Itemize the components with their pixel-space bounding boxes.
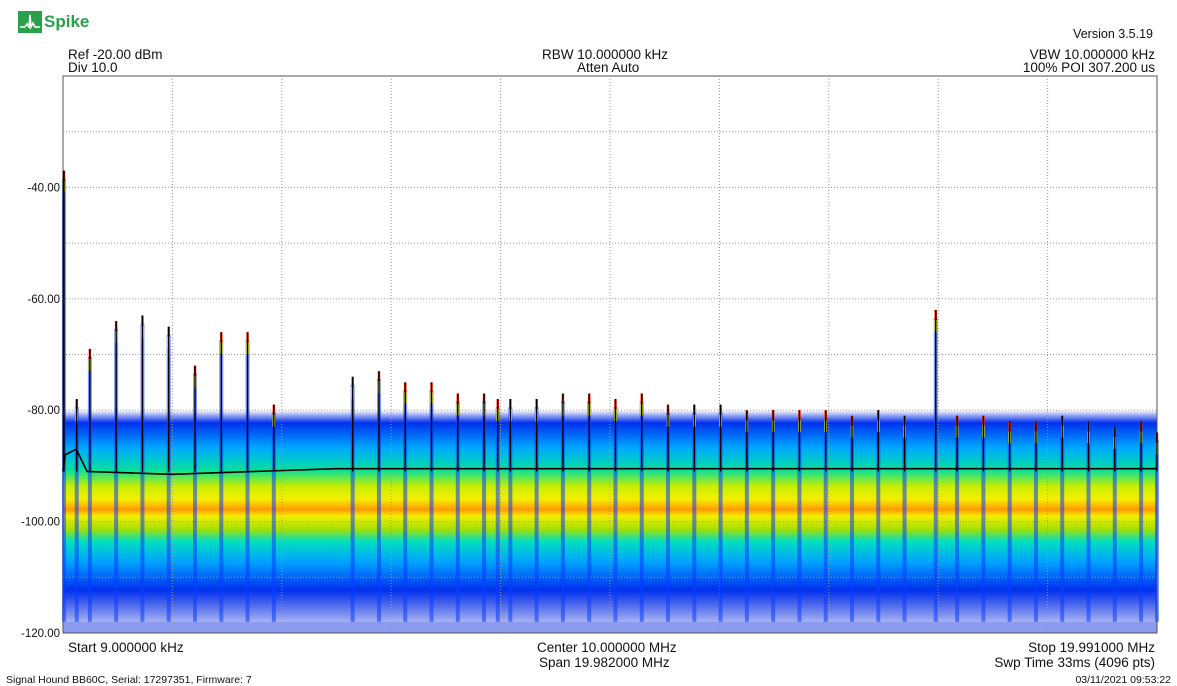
spur-persistence	[1112, 434, 1117, 622]
y-tick-label: -120.00	[21, 628, 60, 640]
spur-persistence	[219, 340, 224, 622]
spur-persistence	[166, 334, 171, 622]
poi-label: 100% POI 307.200 us	[1022, 60, 1155, 75]
ref-level: Ref -20.00 dBm	[68, 47, 163, 62]
spur-persistence	[849, 423, 854, 622]
y-tick-label: -100.00	[21, 517, 60, 529]
spur-persistence	[823, 418, 828, 622]
spur-persistence	[271, 412, 276, 622]
div-scale: Div 10.0	[68, 60, 118, 75]
timestamp: 03/11/2021 09:53:22	[1075, 674, 1171, 686]
spur-persistence	[692, 412, 697, 622]
spur-persistence	[114, 329, 119, 622]
spur-persistence	[245, 340, 250, 622]
spur-persistence	[429, 390, 434, 622]
spur-persistence	[376, 379, 381, 622]
persistence-floor	[63, 621, 1157, 633]
device-info: Signal Hound BB60C, Serial: 17297351, Fi…	[6, 674, 252, 686]
app-name: Spike	[44, 12, 90, 31]
spur-persistence	[1154, 440, 1159, 622]
center-freq: Center 10.000000 MHz	[537, 640, 677, 655]
sweep-time: Swp Time 33ms (4096 pts)	[994, 655, 1155, 670]
spur-persistence	[744, 418, 749, 622]
spur-persistence	[639, 401, 644, 622]
spur-persistence	[666, 412, 671, 622]
spur-persistence	[1086, 429, 1091, 622]
spur-persistence	[1139, 429, 1144, 622]
spur-persistence	[1007, 429, 1012, 622]
spur-persistence	[87, 356, 92, 622]
y-tick-label: -80.00	[27, 405, 60, 417]
atten-label: Atten Auto	[577, 60, 640, 75]
spur-persistence	[613, 407, 618, 622]
start-freq: Start 9.000000 kHz	[68, 640, 184, 655]
spur-persistence	[1060, 423, 1065, 622]
spur-persistence	[902, 423, 907, 622]
version-label: Version 3.5.19	[1073, 27, 1153, 41]
spur-persistence	[508, 407, 513, 622]
stop-freq: Stop 19.991000 MHz	[1028, 640, 1155, 655]
spur-persistence	[1033, 429, 1038, 622]
spur-persistence	[797, 418, 802, 622]
spur-persistence	[955, 423, 960, 622]
vbw-label: VBW 10.000000 kHz	[1029, 47, 1155, 62]
spur-persistence	[560, 401, 565, 622]
spur-persistence	[495, 407, 500, 622]
spur-persistence	[876, 418, 881, 622]
spur-persistence	[455, 401, 460, 622]
spike-logo-icon	[18, 11, 42, 33]
persistence-band	[63, 410, 1157, 622]
spur-persistence	[981, 423, 986, 622]
spur-persistence	[534, 407, 539, 622]
spur-persistence	[587, 401, 592, 622]
span-freq: Span 19.982000 MHz	[539, 655, 670, 670]
rbw-label: RBW 10.000000 kHz	[542, 47, 669, 62]
spike-logo: Spike	[18, 10, 89, 34]
spur-persistence	[403, 390, 408, 622]
spur-persistence	[482, 401, 487, 622]
spur-persistence	[718, 412, 723, 622]
spur-persistence	[771, 418, 776, 622]
y-tick-label: -60.00	[27, 294, 60, 306]
spur-persistence	[350, 384, 355, 622]
spur-persistence	[193, 373, 198, 622]
spectrum-trace	[62, 448, 1157, 476]
y-tick-label: -40.00	[27, 182, 60, 194]
spur-persistence	[74, 407, 79, 622]
